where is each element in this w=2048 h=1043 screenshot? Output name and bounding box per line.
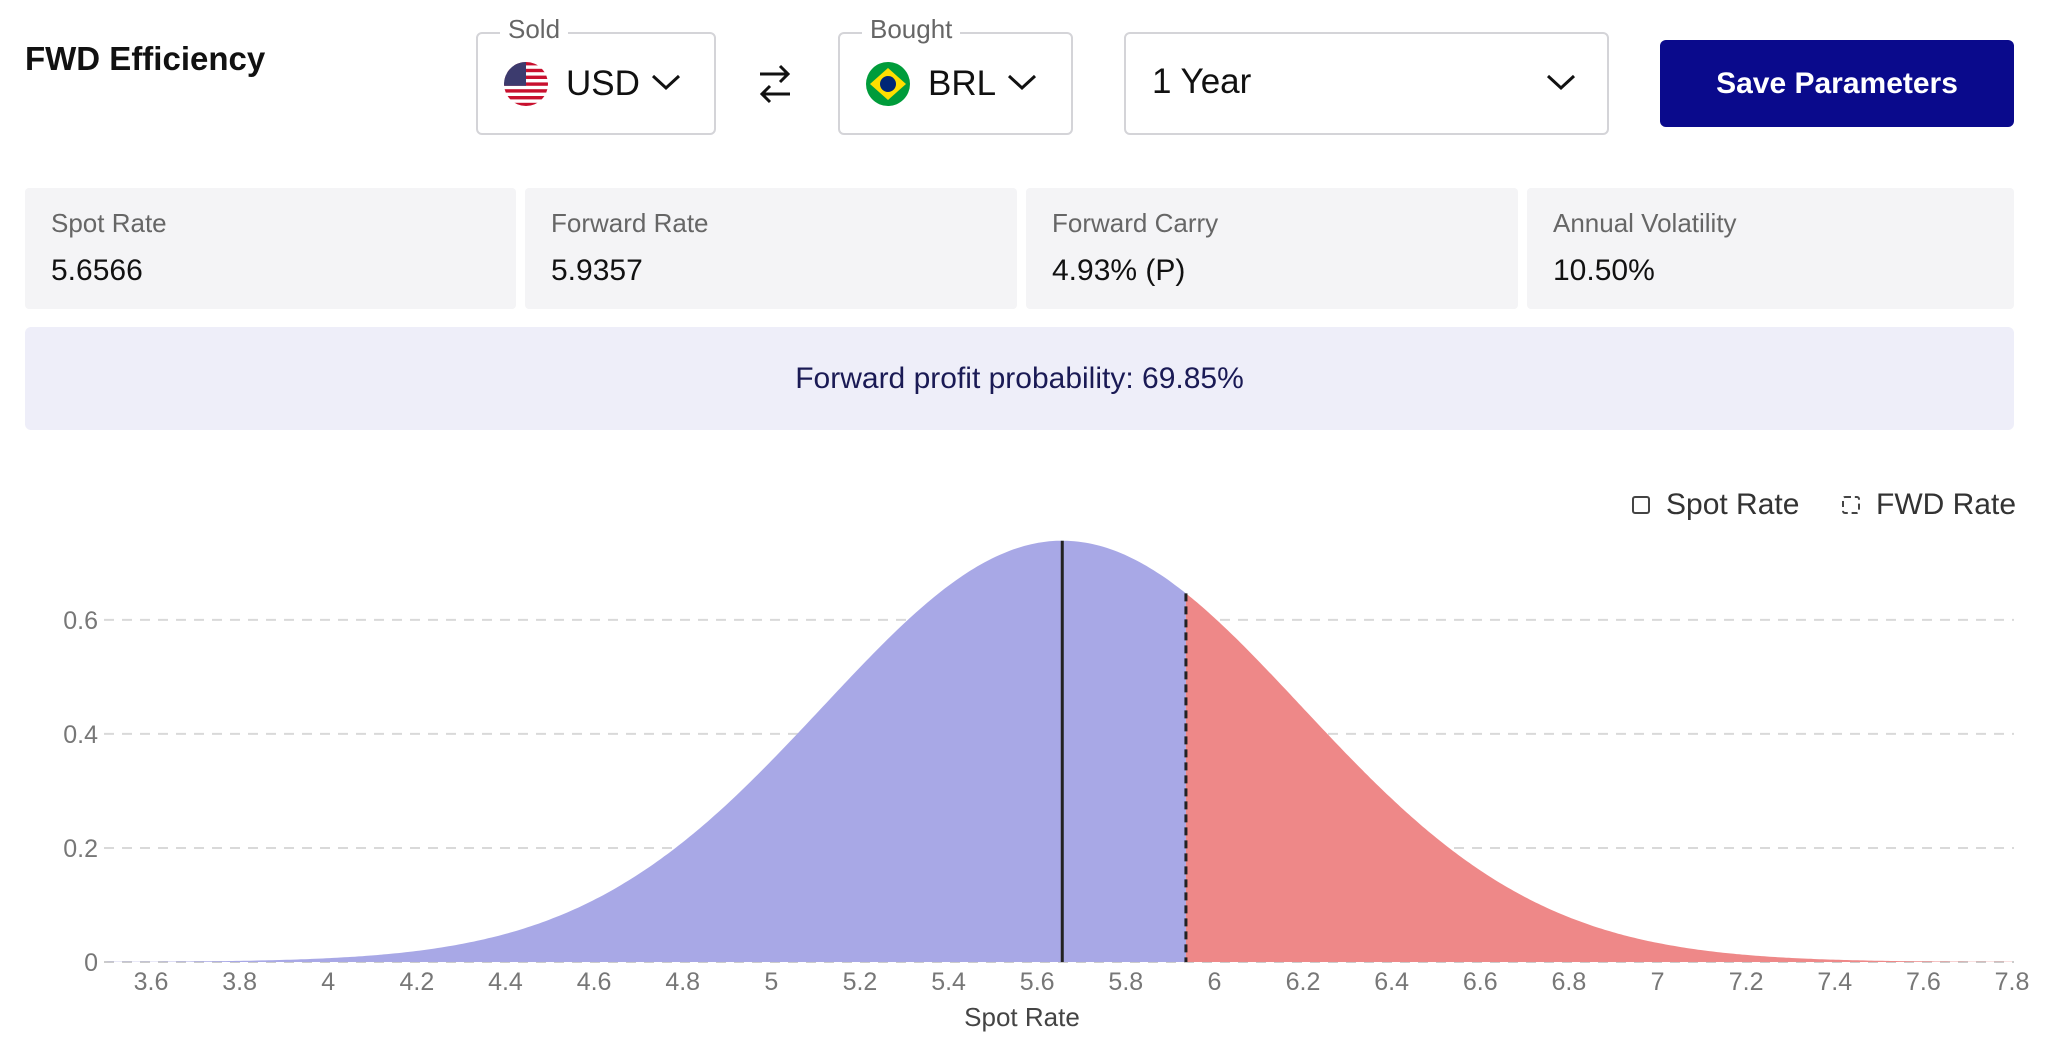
stat-card-annual-volatility: Annual Volatility 10.50% [1527,188,2014,309]
stat-card-spot-rate: Spot Rate 5.6566 [25,188,516,309]
stat-value: 4.93% (P) [1052,254,1186,287]
legend-fwd-rate[interactable]: FWD Rate [1842,488,2016,522]
x-tick-label: 4.8 [665,968,700,996]
x-axis-label: Spot Rate [964,1002,1080,1032]
x-tick-label: 7.8 [1995,968,2030,996]
bought-currency-value: BRL [928,64,997,103]
sold-currency-value: USD [566,64,640,103]
stat-value: 5.9357 [551,254,643,287]
stat-value: 10.50% [1553,254,1655,287]
period-select[interactable]: 1 Year [1124,32,1609,135]
legend-spot-rate[interactable]: Spot Rate [1632,488,1799,522]
brazil-flag-icon [866,62,910,106]
x-tick-label: 7.6 [1906,968,1941,996]
profit-area [1185,593,2012,962]
chevron-down-icon [1545,72,1577,97]
x-tick-label: 5.4 [931,968,966,996]
x-tick-label: 3.6 [134,968,169,996]
us-flag-icon [504,62,548,106]
legend-label: Spot Rate [1666,488,1800,521]
stat-card-forward-rate: Forward Rate 5.9357 [525,188,1017,309]
x-tick-label: 7.2 [1729,968,1764,996]
x-tick-label: 4.6 [577,968,612,996]
stat-label: Annual Volatility [1553,208,1737,238]
stat-label: Forward Carry [1052,208,1219,238]
sold-currency-select[interactable]: Sold USD [476,14,716,135]
forward-profit-probability-banner: Forward profit probability: 69.85% [25,327,2014,430]
stat-value: 5.6566 [51,254,143,287]
stat-label: Forward Rate [551,208,709,238]
stat-card-forward-carry: Forward Carry 4.93% (P) [1026,188,1518,309]
x-tick-label: 5 [764,968,778,996]
bought-currency-select[interactable]: Bought BRL [838,14,1073,135]
sold-label: Sold [500,14,569,45]
chevron-down-icon [1006,72,1038,97]
x-tick-label: 6.8 [1552,968,1587,996]
x-tick-label: 4.4 [488,968,523,996]
x-tick-label: 6.6 [1463,968,1498,996]
x-tick-label: 6.4 [1374,968,1409,996]
x-tick-label: 7 [1651,968,1665,996]
legend-label: FWD Rate [1876,488,2017,521]
x-tick-label: 4 [321,968,335,996]
x-tick-label: 5.8 [1108,968,1143,996]
x-tick-label: 5.2 [843,968,878,996]
x-tick-label: 6.2 [1286,968,1321,996]
loss-area [106,540,1186,962]
page-title: FWD Efficiency [25,40,266,77]
y-tick-label: 0.4 [63,721,98,749]
swap-currencies-icon[interactable] [758,62,792,111]
y-tick-label: 0 [84,949,98,977]
x-tick-label: 7.4 [1817,968,1852,996]
dashed-square-icon [1842,496,1860,514]
x-tick-label: 3.8 [222,968,257,996]
solid-square-icon [1632,496,1650,514]
y-tick-label: 0.2 [63,835,98,863]
chevron-down-icon [650,72,682,97]
x-tick-label: 4.2 [399,968,434,996]
x-tick-label: 5.6 [1020,968,1055,996]
y-tick-label: 0.6 [63,607,98,635]
save-parameters-button[interactable]: Save Parameters [1660,40,2014,127]
x-tick-label: 6 [1207,968,1221,996]
bought-label: Bought [862,14,961,45]
period-value: 1 Year [1152,62,1252,101]
stat-label: Spot Rate [51,208,167,238]
